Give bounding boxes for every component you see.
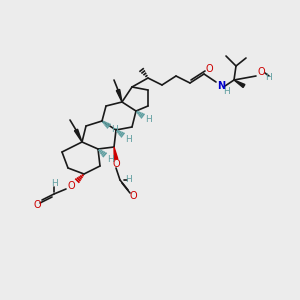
Text: H: H: [51, 179, 57, 188]
Text: O: O: [129, 191, 137, 201]
Text: H: H: [265, 73, 272, 82]
Polygon shape: [74, 129, 82, 142]
Text: H: H: [146, 116, 152, 124]
Text: O: O: [33, 200, 41, 210]
Text: O: O: [67, 181, 75, 191]
Text: N: N: [217, 81, 225, 91]
Polygon shape: [234, 80, 245, 88]
Polygon shape: [114, 147, 118, 159]
Text: O: O: [205, 64, 213, 74]
Text: H: H: [108, 154, 114, 164]
Text: H: H: [126, 134, 132, 143]
Text: H: H: [124, 176, 131, 184]
Polygon shape: [116, 89, 122, 102]
Text: O: O: [257, 67, 265, 77]
Text: H: H: [112, 125, 118, 134]
Text: O: O: [112, 159, 120, 169]
Text: H: H: [223, 86, 230, 95]
